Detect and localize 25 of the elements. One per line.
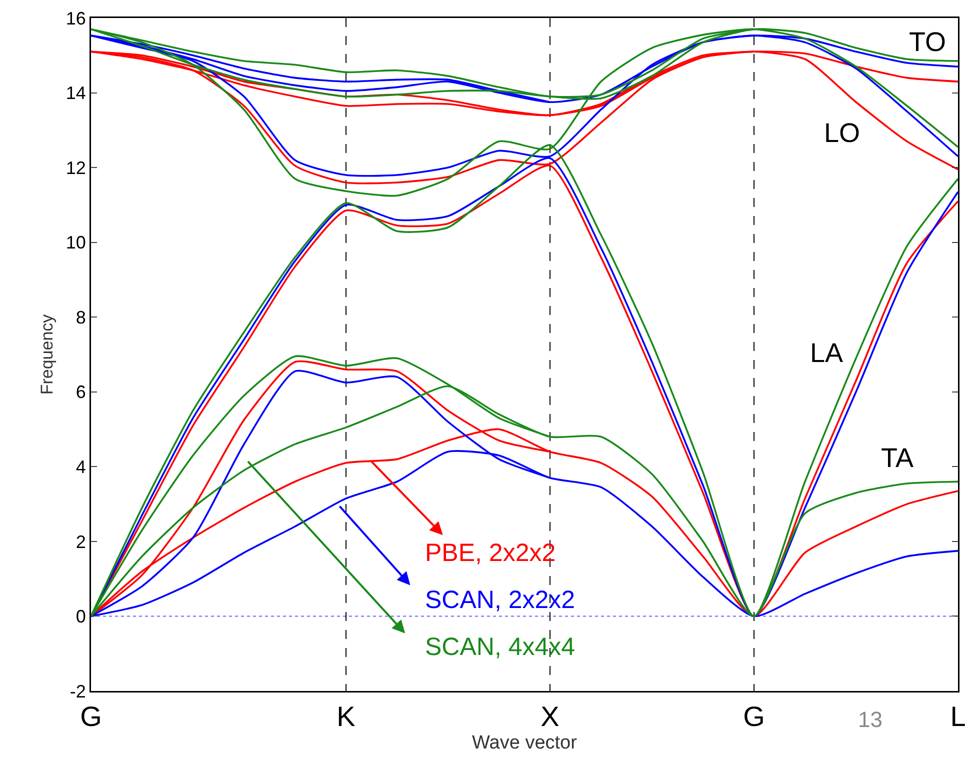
x-tick-label: X <box>540 701 560 732</box>
y-tick-label: 6 <box>76 382 86 402</box>
text: SCAN, 4x4x4 <box>425 633 576 661</box>
annotation: LO <box>824 118 860 148</box>
legend-label: SCAN, 2x2x2 <box>425 586 576 614</box>
y-tick-label: 4 <box>76 456 86 477</box>
x-tick-label: G <box>80 701 102 732</box>
y-tick-label: 10 <box>66 232 86 253</box>
annotation: TO <box>909 27 946 57</box>
y-tick-label: 14 <box>66 83 86 104</box>
y-axis-title: Frequency <box>38 314 57 395</box>
y-tick-label: 2 <box>76 532 86 552</box>
y-tick-label: 16 <box>66 8 86 28</box>
y-tick-label: -2 <box>70 681 86 702</box>
annotation: LA <box>810 338 844 368</box>
y-tick-label: 8 <box>76 307 86 328</box>
y-tick-label: 0 <box>76 606 86 627</box>
legend-label: PBE, 2x2x2 <box>425 539 556 567</box>
x-tick-label: G <box>743 701 765 732</box>
x-tick-label: L <box>950 701 966 732</box>
x-axis-title: Wave vector <box>472 732 578 754</box>
annotation: TA <box>881 443 914 473</box>
text: 13 <box>858 707 882 732</box>
y-tick-label: 12 <box>66 158 86 178</box>
x-tick-label: K <box>336 701 356 732</box>
